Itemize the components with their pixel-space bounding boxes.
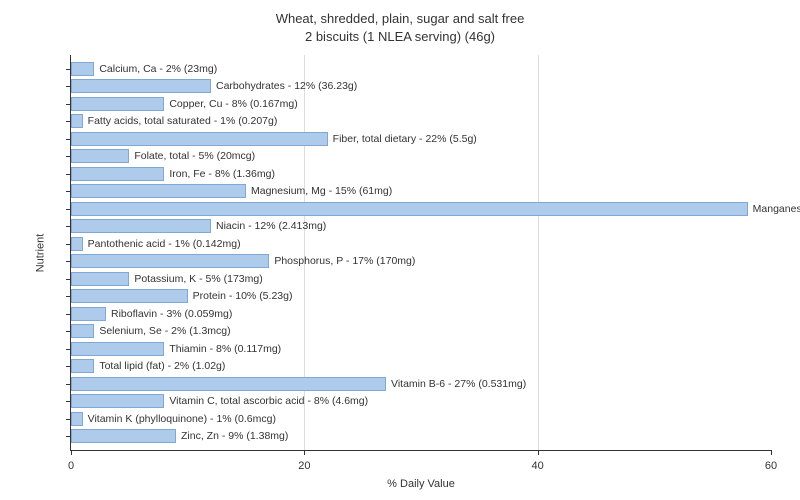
y-tick: [66, 314, 71, 315]
y-tick: [66, 86, 71, 87]
nutrient-bar-label: Vitamin C, total ascorbic acid - 8% (4.6…: [169, 394, 368, 408]
y-tick: [66, 104, 71, 105]
nutrient-bar-label: Vitamin K (phylloquinone) - 1% (0.6mcg): [88, 412, 276, 426]
nutrient-bar: [71, 219, 211, 233]
nutrient-bar: [71, 429, 176, 443]
x-tick: [304, 450, 305, 455]
y-tick: [66, 279, 71, 280]
nutrient-bar-label: Folate, total - 5% (20mcg): [134, 149, 255, 163]
chart-title: Wheat, shredded, plain, sugar and salt f…: [0, 0, 800, 46]
x-tick-label: 60: [765, 460, 777, 472]
nutrient-bar: [71, 272, 129, 286]
nutrient-bar-label: Calcium, Ca - 2% (23mg): [99, 62, 217, 76]
nutrient-bar-label: Fatty acids, total saturated - 1% (0.207…: [88, 114, 278, 128]
nutrient-bar: [71, 62, 94, 76]
nutrient-bar: [71, 202, 748, 216]
x-tick-label: 40: [532, 460, 544, 472]
nutrient-bar: [71, 359, 94, 373]
y-tick: [66, 401, 71, 402]
nutrient-bar-label: Vitamin B-6 - 27% (0.531mg): [391, 377, 526, 391]
nutrient-bar: [71, 342, 164, 356]
gridline: [538, 55, 539, 450]
nutrient-bar: [71, 97, 164, 111]
nutrient-bar-label: Copper, Cu - 8% (0.167mg): [169, 97, 297, 111]
nutrient-bar-label: Protein - 10% (5.23g): [193, 289, 293, 303]
x-tick: [771, 450, 772, 455]
nutrient-bar: [71, 167, 164, 181]
nutrient-bar-label: Carbohydrates - 12% (36.23g): [216, 79, 357, 93]
nutrient-bar-label: Phosphorus, P - 17% (170mg): [274, 254, 415, 268]
nutrient-bar-label: Potassium, K - 5% (173mg): [134, 272, 262, 286]
nutrient-bar-label: Riboflavin - 3% (0.059mg): [111, 307, 232, 321]
nutrient-bar: [71, 79, 211, 93]
y-tick: [66, 69, 71, 70]
nutrient-bar: [71, 114, 83, 128]
nutrient-bar-label: Magnesium, Mg - 15% (61mg): [251, 184, 392, 198]
y-tick: [66, 174, 71, 175]
gridline: [304, 55, 305, 450]
nutrient-bar: [71, 394, 164, 408]
x-tick-label: 20: [298, 460, 310, 472]
y-tick: [66, 261, 71, 262]
nutrient-bar-label: Selenium, Se - 2% (1.3mcg): [99, 324, 230, 338]
y-tick: [66, 419, 71, 420]
y-tick: [66, 139, 71, 140]
nutrient-bar-label: Pantothenic acid - 1% (0.142mg): [88, 237, 241, 251]
nutrient-bar: [71, 307, 106, 321]
y-tick: [66, 331, 71, 332]
nutrient-bar: [71, 149, 129, 163]
x-tick-label: 0: [68, 460, 74, 472]
y-tick: [66, 349, 71, 350]
nutrient-bar-label: Manganese, Mn - 58% (1.159mg): [753, 202, 800, 216]
nutrient-bar: [71, 377, 386, 391]
plot-area: Nutrient % Daily Value 0204060Calcium, C…: [70, 55, 771, 451]
nutrient-bar-label: Zinc, Zn - 9% (1.38mg): [181, 429, 288, 443]
nutrient-bar: [71, 254, 269, 268]
y-tick: [66, 244, 71, 245]
title-line-1: Wheat, shredded, plain, sugar and salt f…: [0, 10, 800, 28]
x-tick: [71, 450, 72, 455]
y-tick: [66, 209, 71, 210]
nutrient-chart: Wheat, shredded, plain, sugar and salt f…: [0, 0, 800, 500]
y-axis-label: Nutrient: [34, 233, 46, 272]
nutrient-bar-label: Fiber, total dietary - 22% (5.5g): [333, 132, 477, 146]
y-tick: [66, 121, 71, 122]
x-axis-label: % Daily Value: [387, 478, 455, 490]
nutrient-bar-label: Thiamin - 8% (0.117mg): [169, 342, 281, 356]
nutrient-bar-label: Niacin - 12% (2.413mg): [216, 219, 326, 233]
y-tick: [66, 384, 71, 385]
x-tick: [538, 450, 539, 455]
y-tick: [66, 366, 71, 367]
nutrient-bar: [71, 324, 94, 338]
y-tick: [66, 296, 71, 297]
nutrient-bar: [71, 132, 328, 146]
nutrient-bar: [71, 289, 188, 303]
nutrient-bar-label: Iron, Fe - 8% (1.36mg): [169, 167, 275, 181]
y-tick: [66, 191, 71, 192]
nutrient-bar: [71, 412, 83, 426]
y-tick: [66, 436, 71, 437]
nutrient-bar: [71, 184, 246, 198]
nutrient-bar: [71, 237, 83, 251]
y-tick: [66, 226, 71, 227]
nutrient-bar-label: Total lipid (fat) - 2% (1.02g): [99, 359, 225, 373]
y-tick: [66, 156, 71, 157]
title-line-2: 2 biscuits (1 NLEA serving) (46g): [0, 28, 800, 46]
